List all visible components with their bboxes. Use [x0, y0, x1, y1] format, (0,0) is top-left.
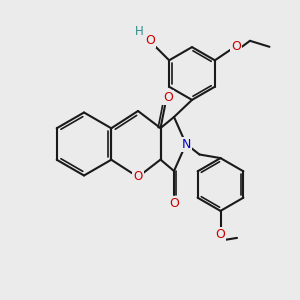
Text: O: O — [231, 40, 241, 53]
Text: O: O — [216, 227, 225, 241]
Text: N: N — [181, 137, 191, 151]
Text: O: O — [163, 91, 173, 104]
Text: O: O — [169, 197, 179, 210]
Text: O: O — [134, 170, 142, 184]
Text: H: H — [135, 25, 143, 38]
Text: O: O — [145, 34, 155, 47]
